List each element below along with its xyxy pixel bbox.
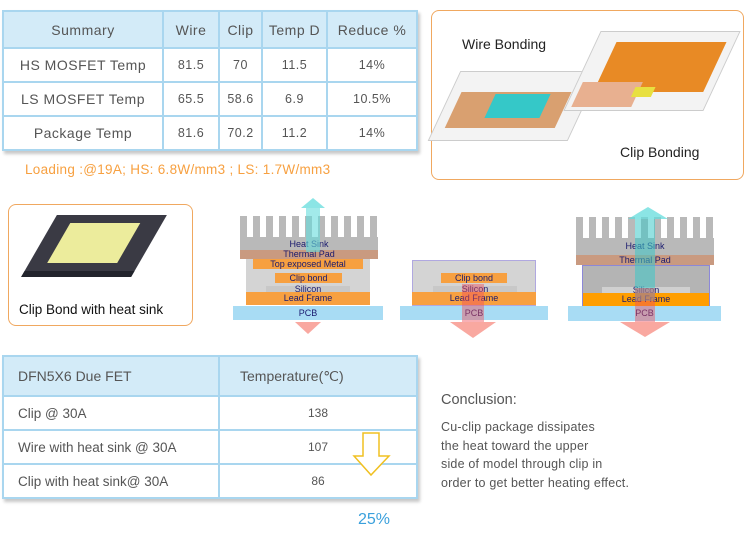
conclusion-text: Cu-clip package dissipates the heat towa… [441, 418, 629, 492]
lead-frame: Lead Frame [412, 292, 536, 305]
col-wire: Wire [162, 10, 220, 49]
heat-sink-fin [628, 217, 635, 239]
silicon: Silicon [433, 285, 517, 294]
table-header-row: DFN5X6 Due FET Temperature(℃) [2, 355, 418, 397]
clip-bonding-image [563, 31, 741, 111]
col-reduce: Reduce % [326, 10, 418, 49]
clip-package-image [21, 215, 167, 277]
col-clip: Clip [218, 10, 263, 49]
heat-sink-fin [318, 216, 325, 238]
conclusion-title: Conclusion: [441, 392, 517, 408]
table-header-row: Summary Wire Clip Temp D Reduce % [2, 10, 418, 49]
cell: 70 [218, 47, 263, 83]
cell: 11.5 [261, 47, 328, 83]
cell: 65.5 [162, 81, 220, 117]
col-summary: Summary [2, 10, 164, 49]
heat-sink-fin [602, 217, 609, 239]
heat-sink-fin [706, 217, 713, 239]
cell: 81.5 [162, 47, 220, 83]
heat-sink-fin [253, 216, 260, 238]
conclusion-line: order to get better heating effect. [441, 475, 630, 490]
cell: Clip with heat sink@ 30A [2, 463, 220, 499]
cell: 58.6 [218, 81, 263, 117]
pcb: PCB [400, 306, 548, 320]
cell: 81.6 [162, 115, 220, 151]
table-row: Wire with heat sink @ 30A 107 [2, 429, 418, 465]
heat-sink-fin [654, 217, 661, 239]
cell: 11.2 [261, 115, 328, 151]
table-row: LS MOSFET Temp 65.5 58.6 6.9 10.5% [2, 81, 418, 117]
cell: HS MOSFET Temp [2, 47, 164, 83]
heat-down-arrow-icon [295, 322, 321, 334]
down-arrow-icon [352, 432, 391, 477]
table-row: Package Temp 81.6 70.2 11.2 14% [2, 115, 418, 151]
conclusion-line: Cu-clip package dissipates [441, 420, 595, 434]
heat-sink-fin [370, 216, 377, 238]
cell: Package Temp [2, 115, 164, 151]
col-temp-d: Temp D [261, 10, 328, 49]
col-temperature: Temperature(℃) [218, 355, 418, 397]
heat-sink-fin [240, 216, 247, 238]
heat-sink-fin [266, 216, 273, 238]
silicon: Silicon [266, 285, 350, 294]
clip-bonding-label: Clip Bonding [620, 144, 700, 160]
cell: 6.9 [261, 81, 328, 117]
table-row: HS MOSFET Temp 81.5 70 11.5 14% [2, 47, 418, 83]
summary-table: Summary Wire Clip Temp D Reduce % HS MOS… [2, 10, 418, 151]
heat-down-arrow-icon [620, 322, 670, 337]
reduction-percent: 25% [358, 511, 391, 528]
cell: LS MOSFET Temp [2, 81, 164, 117]
cell: 70.2 [218, 115, 263, 151]
heat-down-arrow-shaft [462, 284, 484, 322]
heat-sink-fin [615, 217, 622, 239]
loading-note: Loading :@19A; HS: 6.8W/mm3 ; LS: 1.7W/m… [25, 162, 331, 177]
cell: 14% [326, 47, 418, 83]
cell: 86 [218, 463, 418, 499]
table-row: Clip @ 30A 138 [2, 395, 418, 431]
fet-temperature-table: DFN5X6 Due FET Temperature(℃) Clip @ 30A… [2, 355, 418, 499]
heat-sink-fin [279, 216, 286, 238]
conclusion-line: the heat toward the upper [441, 438, 589, 453]
heat-down-arrow-icon [450, 322, 496, 338]
clip-bond: Clip bond [275, 273, 342, 283]
diagram-clip-no-heatsink: Clip bond Silicon Lead Frame PCB [400, 258, 550, 340]
cell: Wire with heat sink @ 30A [2, 429, 220, 465]
top-exposed-metal: Top exposed Metal [253, 259, 363, 269]
clip-bond: Clip bond [441, 273, 507, 283]
heat-sink-fin [344, 216, 351, 238]
heat-sink-fin [576, 217, 583, 239]
heat-sink-fin [292, 216, 299, 238]
heat-sink-fin [331, 216, 338, 238]
cell: 14% [326, 115, 418, 151]
cell: 10.5% [326, 81, 418, 117]
heat-sink-fin [693, 217, 700, 239]
lead-frame: Lead Frame [246, 292, 370, 305]
thermal-pad: Thermal Pad [240, 250, 378, 259]
cell: 138 [218, 395, 418, 431]
heat-sink-fin [357, 216, 364, 238]
pcb: PCB [233, 306, 383, 320]
heat-down-arrow-shaft [635, 288, 655, 322]
heat-up-arrow-icon [628, 207, 668, 219]
heat-up-arrow-shaft [306, 208, 320, 252]
heat-up-arrow-icon [301, 198, 325, 208]
heat-up-arrow-shaft [635, 219, 655, 301]
clip-bond-panel: Clip Bond with heat sink [8, 204, 193, 326]
col-device: DFN5X6 Due FET [2, 355, 220, 397]
bonding-panel: Wire Bonding Clip Bonding [427, 10, 744, 180]
cell: Clip @ 30A [2, 395, 220, 431]
clip-bond-label: Clip Bond with heat sink [19, 302, 164, 317]
table-row: Clip with heat sink@ 30A 86 [2, 463, 418, 499]
wire-bonding-label: Wire Bonding [462, 36, 547, 52]
diagram-wire-heatsink: Heat Sink Thermal Pad Silicon Lead Frame… [568, 200, 724, 340]
conclusion-line: side of model through clip in [441, 457, 603, 471]
heat-sink-fin [667, 217, 674, 239]
pcb: PCB [568, 306, 721, 321]
heat-sink-fin [589, 217, 596, 239]
diagram-clip-heatsink: Heat Sink Thermal Pad Top exposed Metal … [233, 198, 385, 338]
heat-sink-fin [680, 217, 687, 239]
